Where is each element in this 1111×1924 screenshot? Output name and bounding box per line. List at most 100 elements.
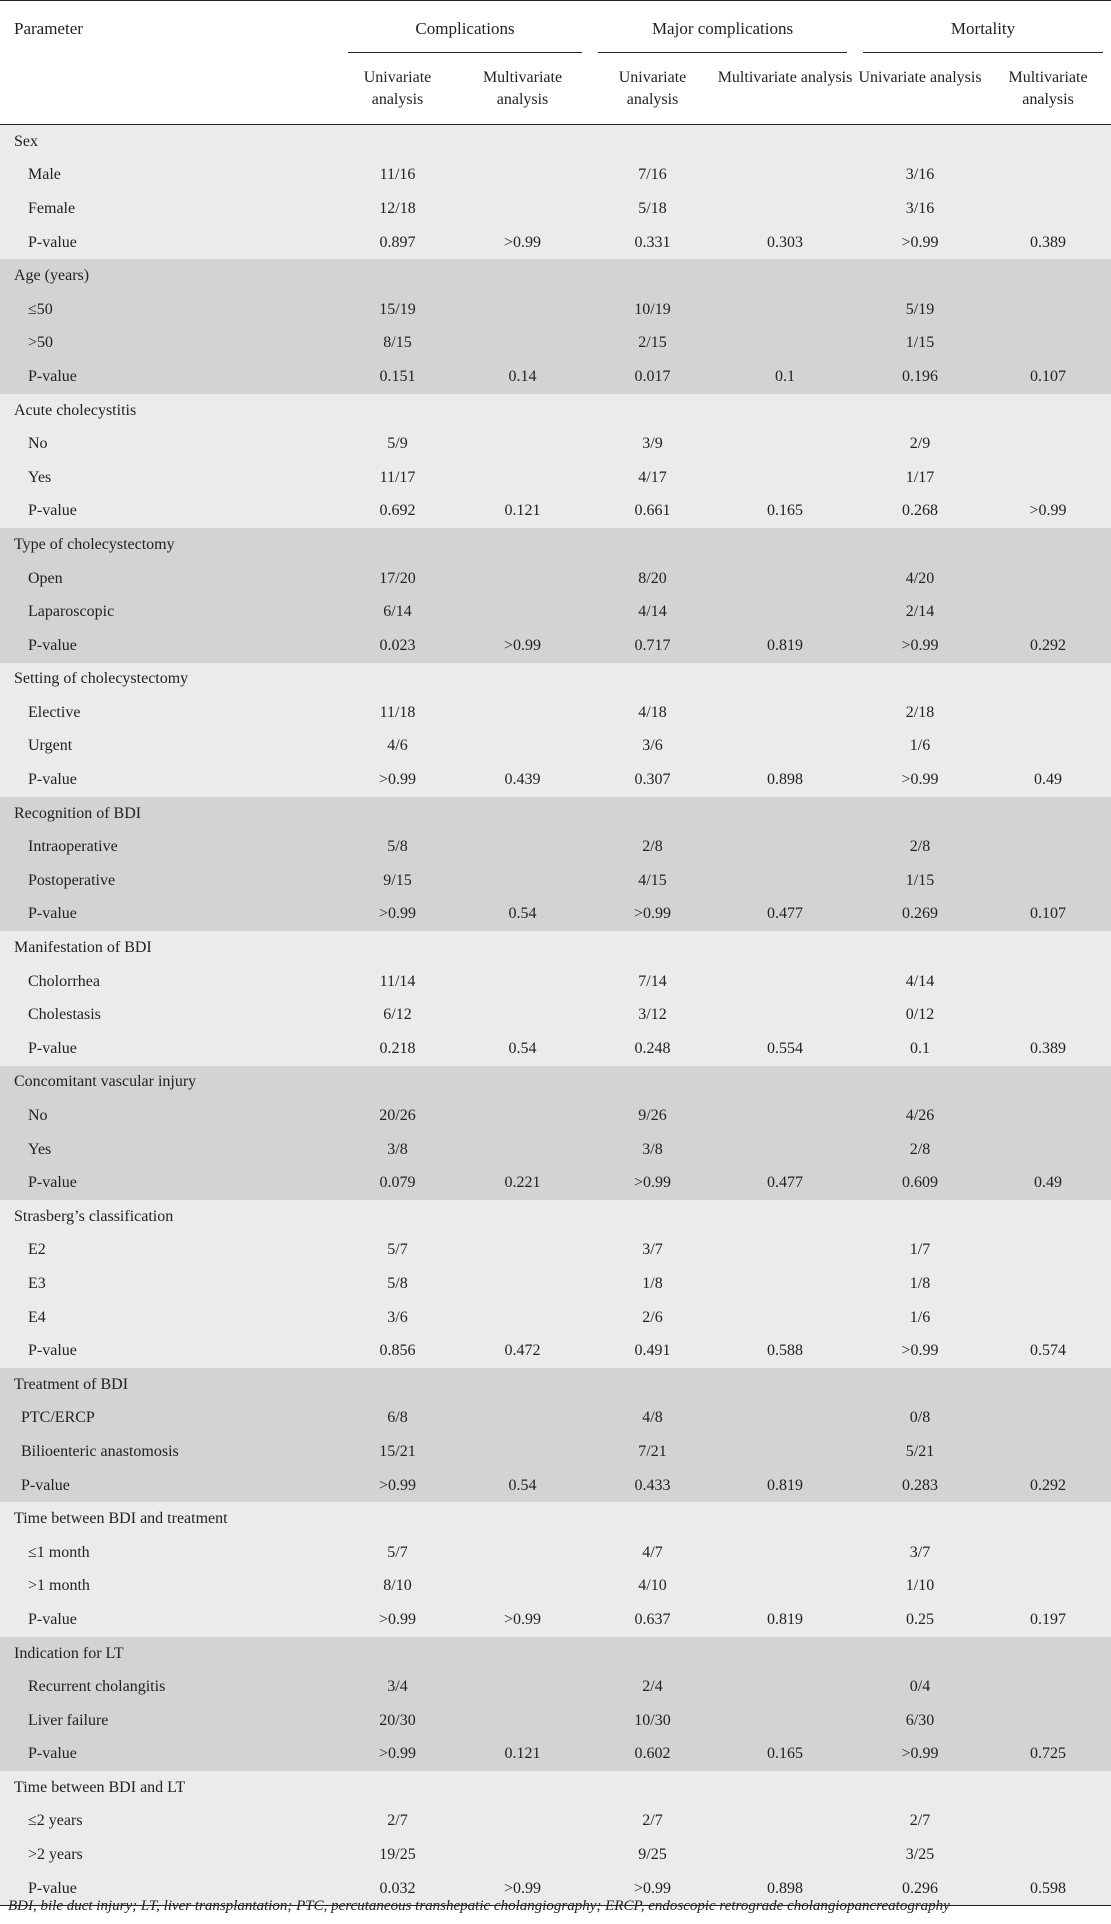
row-label: Elective <box>28 703 81 721</box>
table-row: Male 11/16 7/16 3/16 <box>0 158 1111 193</box>
mortality-multivariate-cell <box>985 1704 1111 1738</box>
mortality-univariate-cell: 6/30 <box>905 1711 935 1729</box>
section-title: Concomitant vascular injury <box>14 1073 197 1091</box>
complications-univariate-cell: 4/6 <box>387 737 408 755</box>
mortality-univariate-cell: 1/15 <box>905 871 935 889</box>
mortality-multivariate-cell <box>985 1570 1111 1604</box>
table-row: Yes 3/8 3/8 2/8 <box>0 1132 1111 1167</box>
row-label: Intraoperative <box>28 838 118 856</box>
complications-univariate-cell: 5/9 <box>387 435 408 453</box>
mortality-univariate-cell: 0/12 <box>905 1006 935 1024</box>
row-label: ≤50 <box>28 300 53 318</box>
complications-univariate-header: Univariate analysis <box>340 52 455 125</box>
major-multivariate-cell <box>715 864 855 898</box>
header-row-analysis: Univariate analysis Multivariate analysi… <box>0 52 1111 125</box>
complications-header: Complications <box>340 0 591 53</box>
major-multivariate-cell <box>715 965 855 999</box>
mortality-multivariate-cell: 0.725 <box>1030 1745 1067 1763</box>
row-label: No <box>28 1107 48 1125</box>
mortality-univariate-cell: >0.99 <box>901 233 939 251</box>
section-title: Acute cholecystitis <box>14 401 137 419</box>
major-univariate-cell: 1/8 <box>642 1274 663 1292</box>
section-title-row: Acute cholecystitis <box>0 393 1111 428</box>
complications-multivariate-cell: 0.54 <box>508 905 537 923</box>
mortality-multivariate-cell: 0.292 <box>1030 1476 1067 1494</box>
major-univariate-cell: 3/9 <box>642 435 663 453</box>
section-title: Sex <box>14 132 38 150</box>
major-multivariate-cell: 0.477 <box>767 905 804 923</box>
complications-univariate-cell: 20/30 <box>379 1711 416 1729</box>
complications-univariate-cell: >0.99 <box>378 1610 417 1628</box>
mortality-univariate-cell: 0.25 <box>906 1610 935 1628</box>
mortality-multivariate-cell <box>985 327 1111 361</box>
major-multivariate-cell <box>715 1670 855 1704</box>
row-label: P-value <box>28 1745 77 1763</box>
mortality-header-text: Mortality <box>950 19 1016 38</box>
mortality-multivariate-cell <box>985 1435 1111 1469</box>
table-row: ≤50 15/19 10/19 5/19 <box>0 292 1111 327</box>
complications-multivariate-cell: 0.121 <box>504 1745 541 1763</box>
section-title-row: Age (years) <box>0 259 1111 293</box>
table-row: ≤2 years 2/7 2/7 2/7 <box>0 1804 1111 1839</box>
complications-multivariate-cell <box>455 1099 590 1133</box>
section-title-row: Treatment of BDI <box>0 1367 1111 1402</box>
section-title-row: Type of cholecystectomy <box>0 528 1111 562</box>
mortality-univariate-cell: 0.268 <box>902 502 939 520</box>
mortality-multivariate-cell <box>985 864 1111 898</box>
mortality-univariate-cell: 4/26 <box>905 1107 935 1125</box>
mortality-univariate-cell: 3/25 <box>905 1846 935 1864</box>
mortality-multivariate-cell <box>985 1234 1111 1268</box>
complications-multivariate-cell <box>455 192 590 226</box>
table-row: >1 month 8/10 4/10 1/10 <box>0 1569 1111 1604</box>
mortality-univariate-cell: 3/16 <box>905 166 935 184</box>
complications-univariate-cell: 11/18 <box>379 703 416 721</box>
row-label: >2 years <box>28 1846 83 1864</box>
major-multivariate-cell <box>715 427 855 461</box>
major-univariate-cell: 2/7 <box>642 1812 663 1830</box>
mortality-univariate-cell: 4/14 <box>905 972 935 990</box>
major-multivariate-cell <box>715 1704 855 1738</box>
complications-univariate-cell: 12/18 <box>379 199 416 217</box>
row-label: Recurrent cholangitis <box>28 1678 166 1696</box>
mortality-multivariate-cell <box>985 1133 1111 1167</box>
major-univariate-cell: 4/8 <box>642 1409 663 1427</box>
row-label: Cholorrhea <box>28 972 100 990</box>
major-univariate-cell: 10/19 <box>634 300 671 318</box>
mortality-univariate-cell: 1/6 <box>909 737 931 755</box>
major-univariate-cell: 0.637 <box>634 1610 671 1628</box>
row-label: P-value <box>28 502 77 520</box>
table-row: P-value 0.079 0.221 >0.99 0.477 0.609 0.49 <box>0 1166 1111 1200</box>
table-row: E4 3/6 2/6 1/6 <box>0 1300 1111 1335</box>
mortality-univariate-cell: 2/8 <box>909 1140 931 1158</box>
complications-multivariate-cell <box>455 1570 590 1604</box>
major-multivariate-cell <box>715 1133 855 1167</box>
major-multivariate-cell: 0.477 <box>767 1174 804 1192</box>
complications-univariate-cell: 3/8 <box>387 1140 408 1158</box>
major-univariate-cell: 7/21 <box>638 1442 667 1460</box>
mortality-multivariate-cell <box>985 730 1111 764</box>
mortality-multivariate-cell <box>985 562 1111 596</box>
mortality-univariate-cell: 0.283 <box>902 1476 939 1494</box>
complications-multivariate-cell: >0.99 <box>503 1610 542 1628</box>
complications-univariate-cell: 17/20 <box>379 569 416 587</box>
major-multivariate-cell: 0.1 <box>775 367 796 385</box>
major-univariate-cell: 7/14 <box>638 972 667 990</box>
table-row: P-value >0.99 0.54 0.433 0.819 0.283 0.292 <box>0 1468 1111 1503</box>
section-title-row: Manifestation of BDI <box>0 931 1111 965</box>
major-multivariate-cell <box>715 1099 855 1133</box>
major-multivariate-cell <box>715 1435 855 1469</box>
complications-multivariate-cell: >0.99 <box>503 233 542 251</box>
row-label: E4 <box>28 1308 46 1326</box>
mortality-univariate-cell: 1/17 <box>905 468 935 486</box>
table-row: P-value 0.032 >0.99 >0.99 0.898 0.296 0.598 <box>0 1871 1111 1906</box>
table-row: Postoperative 9/15 4/15 1/15 <box>0 864 1111 898</box>
major-multivariate-header: Multivariate analysis <box>715 52 856 125</box>
major-univariate-cell: 0.491 <box>634 1342 671 1360</box>
row-label: Yes <box>28 468 52 486</box>
major-univariate-cell: >0.99 <box>634 905 672 923</box>
complications-univariate-cell: 8/10 <box>383 1577 412 1595</box>
mortality-univariate-cell: 0/4 <box>909 1678 931 1696</box>
complications-multivariate-cell <box>455 1838 590 1872</box>
complications-multivariate-cell <box>455 461 590 495</box>
major-complications-header: Major complications <box>590 0 856 53</box>
